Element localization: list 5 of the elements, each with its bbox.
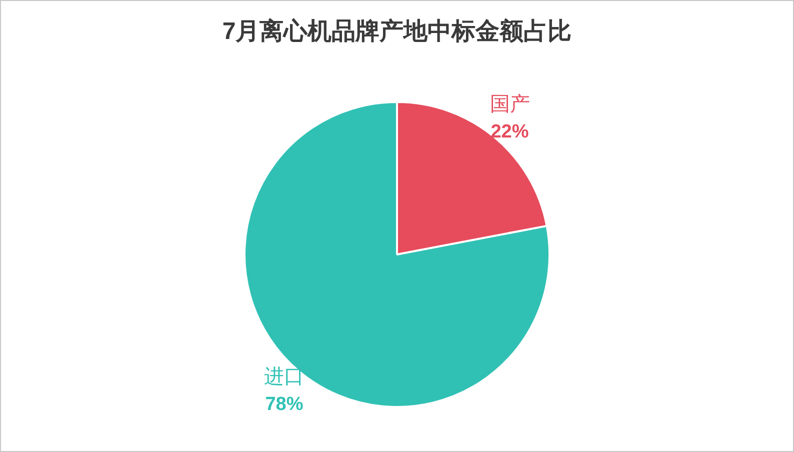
data-label: 22% <box>490 121 529 142</box>
data-label: 78% <box>265 394 304 416</box>
slice-label: 国产 <box>490 91 530 116</box>
chart-title: 7月离心机品牌产地中标金额占比 <box>221 17 573 47</box>
slice-label: 进口 <box>264 364 304 388</box>
